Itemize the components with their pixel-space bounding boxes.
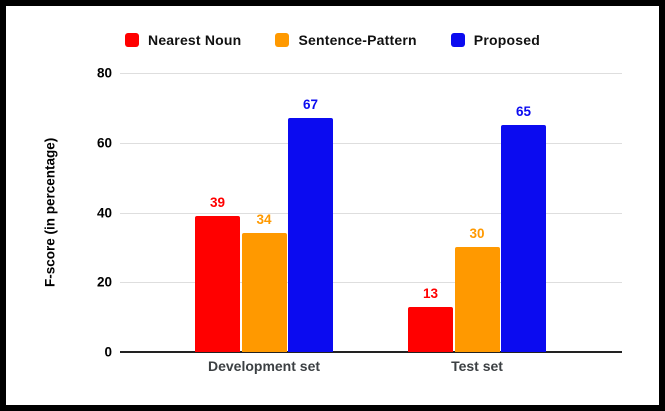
y-axis-ticks: 0 20 40 60 80: [6, 66, 112, 360]
bar-group-test-set: 13 30 65: [408, 104, 546, 352]
bar-proposed-test-set: 65: [501, 104, 546, 352]
bar-group-development-set: 39 34 67: [195, 97, 333, 352]
y-tick-label-20: 20: [96, 274, 112, 290]
bar-sentence-pattern-test-set: 30: [454, 226, 500, 352]
legend-label-proposed: Proposed: [473, 32, 540, 48]
gridline-20: [120, 282, 622, 284]
legend-item-proposed: Proposed: [450, 32, 540, 48]
y-tick-label-80: 80: [96, 65, 112, 81]
legend-swatch-blue-icon: [450, 33, 465, 47]
chart-canvas: Nearest Noun Sentence-Pattern Proposed F…: [6, 6, 659, 405]
bar-value-nearest-noun-test-set: 13: [422, 285, 439, 301]
y-tick-label-60: 60: [96, 135, 112, 151]
gridline-80: [120, 73, 622, 74]
legend-label-nearest-noun: Nearest Noun: [148, 32, 242, 48]
bar-value-proposed-test-set: 65: [515, 104, 532, 120]
plot-area: 39 34 67 13 30 65: [120, 73, 622, 353]
legend-item-sentence-pattern: Sentence-Pattern: [275, 32, 417, 48]
bar-proposed-development-set: 67: [288, 97, 333, 352]
bar-nearest-noun-development-set: 39: [195, 195, 240, 352]
x-category-label-development-set: Development set: [207, 358, 321, 374]
bar-value-nearest-noun-development-set: 39: [209, 195, 226, 210]
legend-item-nearest-noun: Nearest Noun: [125, 32, 241, 48]
y-tick-label-0: 0: [104, 344, 112, 360]
bar-value-sentence-pattern-development-set: 34: [256, 212, 272, 228]
legend-label-sentence-pattern: Sentence-Pattern: [298, 32, 417, 48]
bar-value-proposed-development-set: 67: [302, 97, 319, 113]
x-axis-labels: Development set Test set: [6, 358, 659, 380]
legend-swatch-red-icon: [125, 33, 140, 47]
x-category-label-test-set: Test set: [451, 358, 503, 374]
gridline-60: [120, 142, 622, 144]
legend: Nearest Noun Sentence-Pattern Proposed: [6, 32, 659, 48]
bar-nearest-noun-test-set: 13: [408, 286, 453, 352]
bar-sentence-pattern-development-set: 34: [241, 212, 287, 352]
y-tick-label-40: 40: [96, 205, 112, 220]
legend-swatch-orange-icon: [275, 33, 290, 47]
gridline-40: [120, 212, 622, 214]
bar-value-sentence-pattern-test-set: 30: [469, 226, 485, 242]
x-axis-line: [120, 351, 622, 353]
